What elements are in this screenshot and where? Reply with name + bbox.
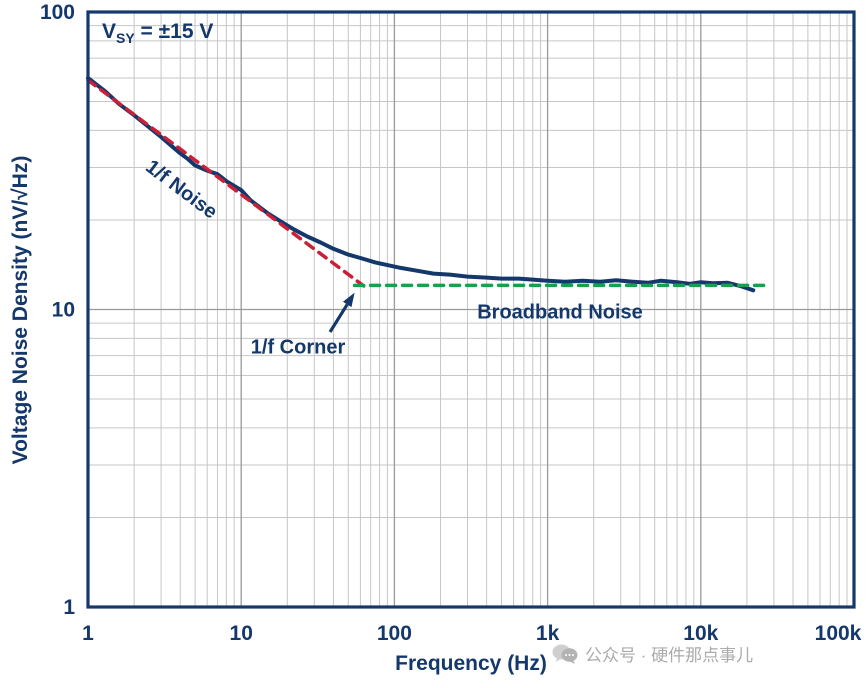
tick-label: 100 [40, 1, 75, 24]
tick-label: 100 [377, 622, 412, 645]
tick-label: 1 [82, 622, 94, 645]
tick-label: 10k [683, 622, 718, 645]
tick-label: 1k [536, 622, 560, 645]
one-over-f-corner-label: 1/f Corner [250, 336, 346, 359]
y-axis-title: Voltage Noise Density (nV/√Hz) [9, 155, 32, 465]
supply-voltage-subscript: SY [116, 30, 135, 47]
tick-label: 100k [815, 622, 862, 645]
tick-label: 10 [230, 622, 253, 645]
tick-label: 1 [63, 596, 75, 619]
broadband-noise-label: Broadband Noise [477, 301, 643, 324]
supply-voltage-value: = ±15 V [134, 20, 214, 43]
watermark: 公众号 · 硬件那点事儿 [552, 641, 753, 666]
tick-labels: 1 10 100 1k 10k 100k 1 10 100 [40, 1, 862, 645]
corner-arrow [328, 292, 355, 333]
supply-voltage-symbol: V [102, 20, 117, 43]
chat-bubbles-icon [552, 644, 578, 664]
tick-label: 10 [52, 299, 75, 322]
x-axis-title: Frequency (Hz) [395, 652, 547, 675]
supply-voltage-annotation: VSY = ±15 V [102, 20, 213, 46]
series-one-over-f-asymptote [86, 78, 366, 288]
series-measured-voltage-noise [86, 76, 756, 293]
watermark-text: 公众号 · 硬件那点事儿 [585, 646, 754, 665]
plot-border [86, 10, 856, 609]
